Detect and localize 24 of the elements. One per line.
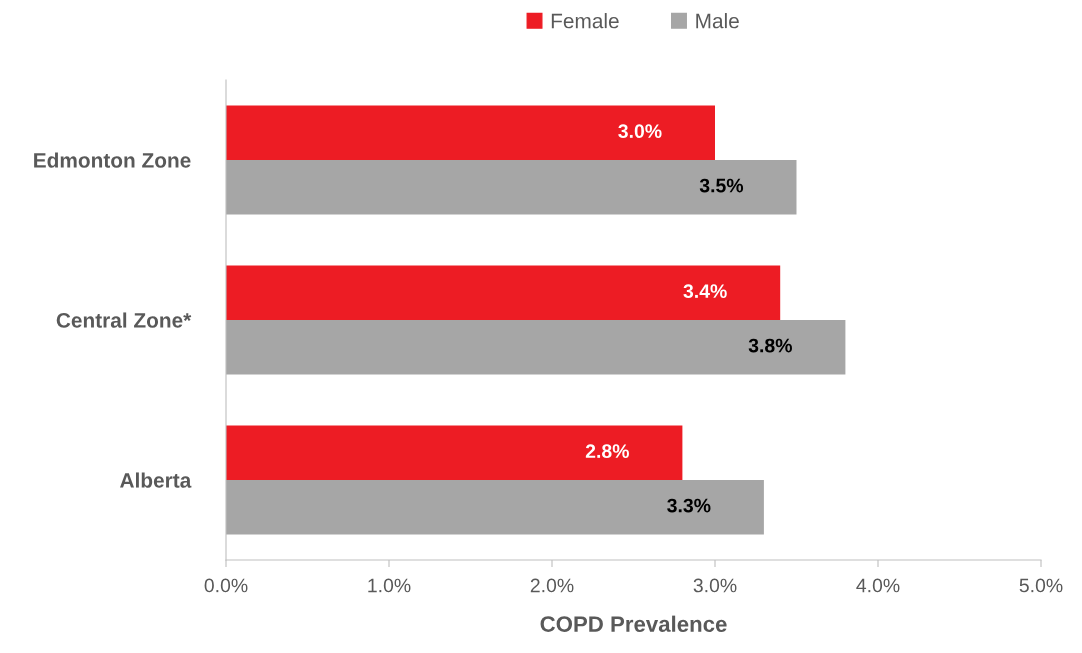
bar bbox=[226, 105, 715, 160]
bar bbox=[226, 480, 764, 535]
y-tick-label: Alberta bbox=[120, 472, 192, 488]
x-axis-title: COPD Prevalence bbox=[540, 615, 727, 632]
x-tick-label: 5.0% bbox=[1019, 578, 1063, 593]
data-label: 3.8% bbox=[748, 338, 792, 353]
y-tick-label: Edmonton Zone bbox=[34, 152, 191, 168]
x-tick-label: 2.0% bbox=[530, 578, 574, 593]
legend-label: Female bbox=[551, 13, 619, 29]
bar bbox=[226, 160, 797, 215]
data-label: 3.0% bbox=[618, 124, 662, 139]
x-tick-label: 3.0% bbox=[693, 578, 737, 593]
x-tick-label: 0.0% bbox=[204, 578, 248, 593]
bar bbox=[226, 425, 683, 480]
data-label: 3.5% bbox=[699, 178, 744, 193]
x-tick-label: 4.0% bbox=[856, 578, 900, 593]
data-label: 2.8% bbox=[585, 444, 629, 459]
data-label: 3.3% bbox=[667, 498, 711, 513]
x-tick-label: 1.0% bbox=[368, 578, 411, 593]
bar bbox=[226, 320, 846, 375]
legend-label: Male bbox=[696, 13, 739, 29]
data-label: 3.4% bbox=[683, 284, 727, 299]
bar bbox=[226, 265, 781, 320]
y-tick-label: Central Zone* bbox=[56, 312, 192, 328]
